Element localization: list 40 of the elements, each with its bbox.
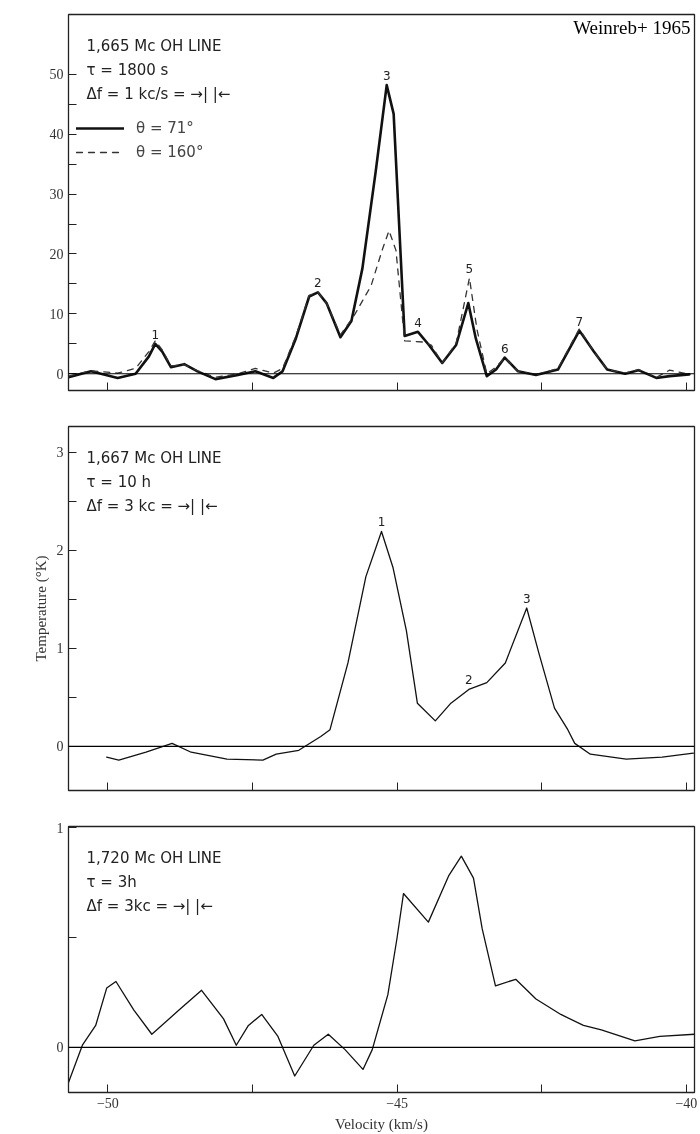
- y-tick-label: 1: [56, 641, 64, 657]
- y-tick-label: 0: [56, 739, 64, 755]
- annotation: Δf = 3 kc = →| |←: [86, 496, 218, 515]
- y-tick-label: 50: [49, 67, 64, 83]
- annotation: 1: [151, 327, 160, 342]
- y-tick-label: 40: [49, 127, 64, 143]
- y-tick-label: 2: [56, 543, 64, 559]
- annotation: Δf = 1 kc/s = →| |←: [86, 84, 231, 103]
- annotation: 2: [465, 673, 473, 688]
- y-tick-label: 0: [56, 1040, 64, 1056]
- y-axis-title: Temperature (°K): [32, 555, 50, 662]
- legend-label: θ = 160°: [136, 143, 204, 161]
- chart-title: Weinreb+ 1965: [573, 16, 691, 38]
- annotation: 6: [500, 341, 509, 356]
- annotation: 1,667 Mc OH LINE: [86, 448, 222, 467]
- annotation: τ = 10 h: [86, 472, 151, 491]
- y-tick-label: 1: [56, 820, 64, 836]
- x-tick-label: −45: [386, 1095, 409, 1111]
- annotation: 1,720 Mc OH LINE: [86, 848, 222, 867]
- y-tick-label: 30: [49, 187, 64, 203]
- y-tick-label: 10: [49, 306, 64, 322]
- line-series: [106, 530, 694, 761]
- annotation: τ = 1800 s: [86, 60, 169, 79]
- y-tick-label: 20: [49, 246, 64, 262]
- annotation: τ = 3h: [86, 872, 137, 891]
- x-tick-label: −40: [675, 1095, 698, 1111]
- annotation: 1: [377, 515, 386, 530]
- annotation: 7: [575, 314, 584, 329]
- annotation: 5: [465, 261, 474, 276]
- annotation: 4: [414, 315, 422, 330]
- legend-label: θ = 71°: [136, 119, 194, 137]
- annotation: 3: [382, 69, 391, 84]
- y-tick-label: 3: [56, 445, 64, 461]
- x-axis-title: Velocity (km/s): [335, 1115, 428, 1133]
- y-tick-label: 0: [56, 366, 64, 382]
- annotation: 2: [314, 276, 322, 291]
- x-tick-label: −50: [96, 1095, 119, 1111]
- annotation: 1,665 Mc OH LINE: [86, 36, 222, 55]
- annotation: Δf = 3kc = →| |←: [86, 896, 213, 915]
- annotation: 3: [522, 592, 531, 607]
